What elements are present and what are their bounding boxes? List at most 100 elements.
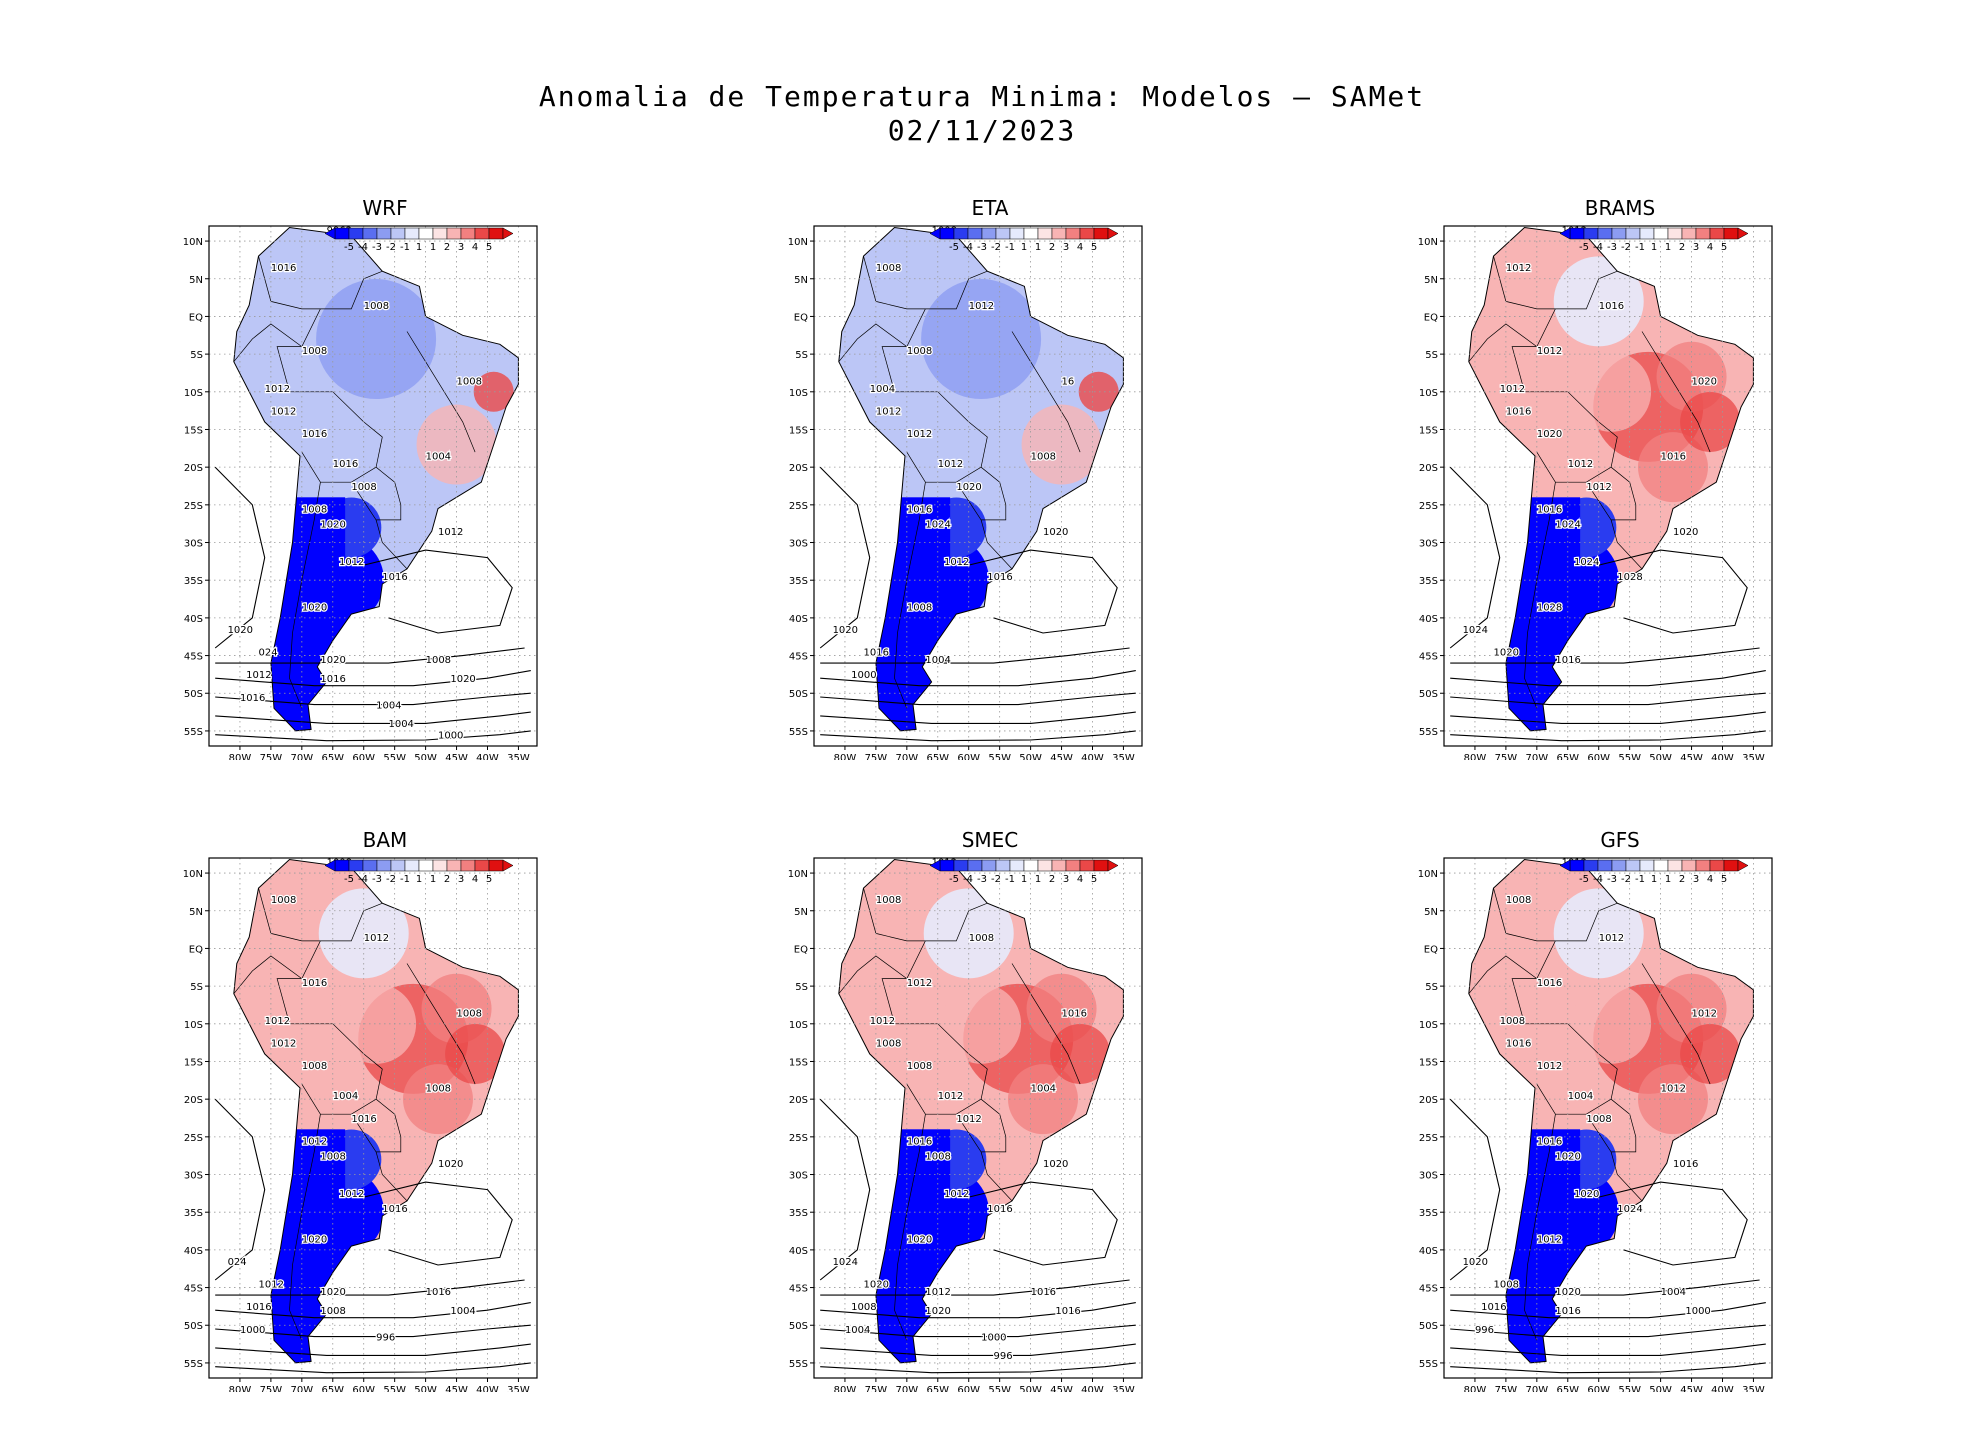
isobar-label: 024 [259,648,278,659]
isobar-label: 1012 [1692,1008,1717,1019]
isobar-label: 1008 [351,482,376,493]
colorbar-swatch [390,859,406,872]
isobar-label: 1012 [944,1189,969,1200]
lon-tick-label: 75W [260,1385,283,1392]
lat-tick-label: 50S [184,689,203,700]
warm-anomaly [1571,351,1652,432]
colorbar-label: 1 [430,874,436,885]
colorbar-arrow [1559,227,1571,240]
isobar-label: 1008 [876,895,901,906]
isobar-label: 1012 [339,557,364,568]
colorbar-swatch [474,227,490,240]
isobar-label: 1016 [240,693,265,704]
lon-tick-label: 65W [321,753,344,760]
colorbar-label: -3 [1607,874,1617,885]
isobar [1450,1343,1766,1356]
country-border [1586,1098,1637,1153]
isobar [1450,711,1766,724]
colorbar-label: -1 [1635,242,1645,253]
isobar [1598,549,1748,634]
colorbar-label: 2 [1679,242,1685,253]
isobar-label: 1020 [320,1287,345,1298]
isobar-label: 1016 [1537,978,1562,989]
map-frame [208,225,538,747]
cold-anomaly [921,279,1042,400]
country-border [881,902,988,1115]
isobar-label: 1008 [876,263,901,274]
isobar-label: 1012 [907,429,932,440]
isobar-label: 1008 [457,1008,482,1019]
isobar-label: 1008 [925,1151,950,1162]
lon-tick-label: 35W [1112,753,1135,760]
lat-tick-label: 40S [1419,1246,1438,1257]
isobar-label: 1008 [320,1151,345,1162]
panel-smec: SMEC 10121008100810121012101610081008101… [780,828,1200,1392]
lon-tick-label: 60W [1587,753,1610,760]
isobar-label: 1004 [870,384,895,395]
lat-tick-label: 10N [788,237,808,248]
colorbar-label: 3 [1063,242,1069,253]
isobar-label: 1016 [333,459,358,470]
lon-tick-label: 50W [1649,753,1672,760]
colorbar-label: 2 [444,874,450,885]
colorbar-arrow [502,859,514,872]
map-gfs: 1012 1008 1012 1016 1008 1012 1016 1012 1004 1012… [1410,852,1830,1392]
isobar-label: 1004 [925,655,950,666]
coastline [838,226,1124,732]
lat-tick-label: 30S [184,1171,203,1182]
country-border [351,1098,402,1153]
colorbar-label: 5 [1091,242,1097,253]
isobar-label: 1020 [1043,527,1068,538]
lat-tick-label: 10S [1419,1020,1438,1031]
isobar-label: 1004 [426,452,451,463]
isobar [820,1362,1136,1374]
colorbar-swatch [1611,859,1627,872]
isobar-label: 1008 [1500,1016,1525,1027]
lat-tick-label: 15S [1419,425,1438,436]
isobar [820,670,1136,687]
colorbar-swatch [953,227,969,240]
map-frame [813,857,1143,1379]
lon-tick-label: 35W [1742,753,1765,760]
colorbar-swatch [404,227,420,240]
country-border [894,1114,926,1341]
colorbar-label: 5 [486,874,492,885]
lat-tick-label: EQ [189,312,203,323]
map-bam: 1008 1008 1012 1016 1012 1008 1012 1008 1004 1008… [175,852,595,1392]
lat-tick-label: 15S [1419,1057,1438,1068]
isobar-label: 1012 [1506,263,1531,274]
lon-tick-label: 45W [1680,753,1703,760]
lat-tick-label: 35S [1419,1208,1438,1219]
coastline [838,858,1124,1364]
isobar-labels: 1008 1008 1012 1008 1004 16 1012 1012 1012 1008 10… [831,224,1075,682]
colorbar-label: 4 [472,874,478,885]
isobar-label: 1020 [320,519,345,530]
country-border [276,270,383,483]
colorbar-swatch [939,859,955,872]
lat-tick-label: 10S [1419,388,1438,399]
country-border [375,519,408,570]
isobar-label: 1024 [1555,519,1580,530]
lon-tick-label: 55W [383,753,406,760]
colorbar-swatch [967,859,983,872]
lat-tick-label: 50S [1419,1321,1438,1332]
panel-title: GFS [1600,828,1640,852]
graticule [209,226,537,746]
isobar [1450,730,1766,742]
country-border [351,466,402,521]
colorbar: -5 -4 -3 -2 -1 1 1 2 3 4 5 [1559,859,1749,885]
lon-tick-label: 65W [926,753,949,760]
lon-tick-label: 65W [1556,753,1579,760]
isobar [1449,1098,1501,1281]
colorbar-label: 1 [1665,874,1671,885]
lat-tick-label: 55S [184,727,203,738]
lon-tick-label: 60W [957,1385,980,1392]
colorbar-swatch [1653,859,1669,872]
isobar [214,1098,266,1281]
lat-tick-label: 10N [1418,237,1438,248]
colorbar-swatch [1625,859,1641,872]
isobar-label: 1000 [1685,1306,1710,1317]
colorbar-swatch [1681,227,1697,240]
isobar-lines [819,466,1136,742]
lat-tick-label: 30S [789,539,808,550]
